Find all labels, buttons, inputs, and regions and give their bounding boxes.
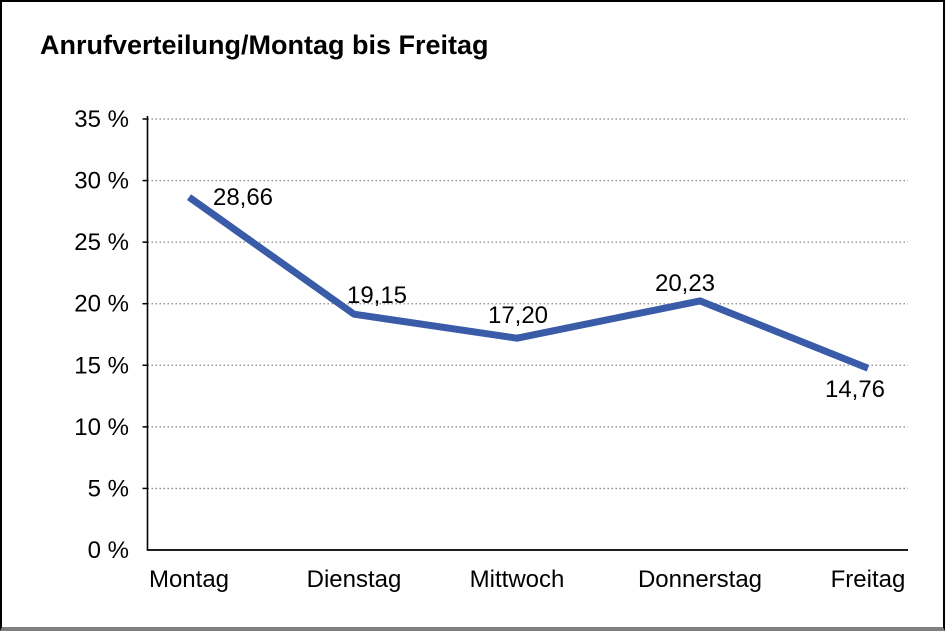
data-point-label: 19,15	[347, 282, 407, 309]
x-tick-label: Donnerstag	[638, 566, 762, 593]
x-tick-label: Montag	[149, 566, 229, 593]
x-tick-label: Dienstag	[307, 566, 402, 593]
data-point-label: 20,23	[655, 270, 715, 297]
data-point-label: 14,76	[825, 376, 885, 403]
y-tick-label: 0 %	[88, 537, 129, 564]
y-tick-label: 30 %	[74, 168, 129, 195]
y-tick-label: 15 %	[74, 352, 129, 379]
y-tick-label: 10 %	[74, 414, 129, 441]
data-point-label: 28,66	[213, 184, 273, 211]
x-tick-label: Freitag	[831, 566, 906, 593]
x-tick-label: Mittwoch	[470, 566, 565, 593]
y-tick-label: 5 %	[88, 475, 129, 502]
y-tick-label: 20 %	[74, 291, 129, 318]
data-point-label: 17,20	[488, 302, 548, 329]
chart-title: Anrufverteilung/Montag bis Freitag	[40, 30, 489, 60]
data-series-line	[186, 194, 870, 372]
y-tick-label: 35 %	[74, 106, 129, 133]
y-tick-label: 25 %	[74, 229, 129, 256]
